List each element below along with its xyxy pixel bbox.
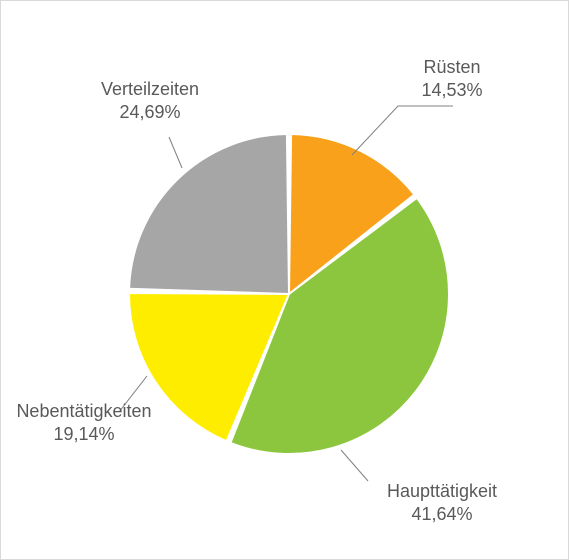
slice-label-name: Rüsten bbox=[392, 56, 512, 79]
slice-label: Verteilzeiten24,69% bbox=[80, 78, 220, 123]
slice-label: Nebentätigkeiten19,14% bbox=[4, 400, 164, 445]
slice-label-name: Nebentätigkeiten bbox=[4, 400, 164, 423]
slice-label-percent: 24,69% bbox=[80, 101, 220, 124]
slice-label-percent: 14,53% bbox=[392, 79, 512, 102]
slice-label-name: Verteilzeiten bbox=[80, 78, 220, 101]
slice-label-percent: 19,14% bbox=[4, 423, 164, 446]
slice-label-name: Haupttätigkeit bbox=[362, 480, 522, 503]
slice-label: Rüsten14,53% bbox=[392, 56, 512, 101]
slice-label: Haupttätigkeit41,64% bbox=[362, 480, 522, 525]
pie-chart-container: Rüsten14,53% Haupttätigkeit41,64% Nebentät… bbox=[0, 0, 569, 560]
slice-label-percent: 41,64% bbox=[362, 503, 522, 526]
